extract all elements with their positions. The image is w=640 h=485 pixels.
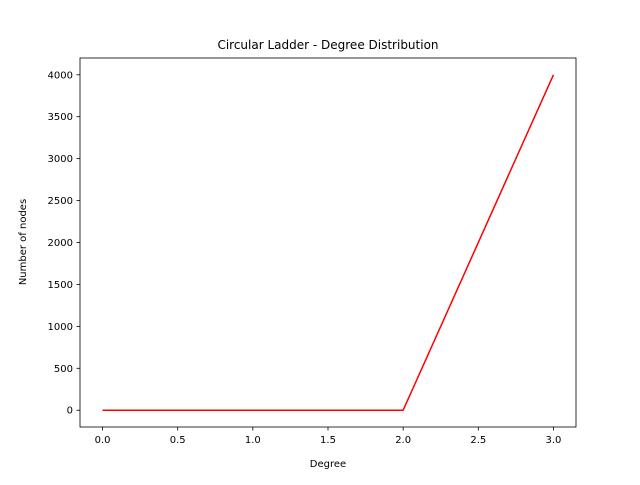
x-tick-label: 2.5 — [470, 435, 486, 446]
x-tick-label: 1.0 — [245, 435, 261, 446]
x-axis-label: Degree — [310, 459, 346, 470]
y-tick-label: 3500 — [48, 112, 73, 123]
y-tick-label: 2000 — [48, 238, 73, 249]
y-tick-label: 1500 — [48, 280, 73, 291]
y-tick-label: 2500 — [48, 196, 73, 207]
x-tick-label: 1.5 — [320, 435, 336, 446]
y-axis-label: Number of nodes — [18, 199, 29, 285]
y-tick-label: 3000 — [48, 154, 73, 165]
x-tick-label: 2.0 — [395, 435, 411, 446]
x-tick-label: 3.0 — [546, 435, 562, 446]
y-tick-label: 0 — [67, 406, 73, 417]
x-tick-label: 0.0 — [95, 435, 111, 446]
plot-area: 0.0 0.5 1.0 1.5 2.0 2.5 3.0 0 500 1000 1500 2000 250… — [48, 57, 577, 446]
y-tick-label: 1000 — [48, 322, 73, 333]
y-tick-label: 500 — [54, 364, 73, 375]
series-line-0 — [102, 74, 555, 411]
axes-frame — [79, 57, 577, 428]
y-tick-label: 4000 — [48, 70, 73, 81]
chart-title: Circular Ladder - Degree Distribution — [217, 38, 438, 52]
x-tick-label: 0.5 — [170, 435, 186, 446]
